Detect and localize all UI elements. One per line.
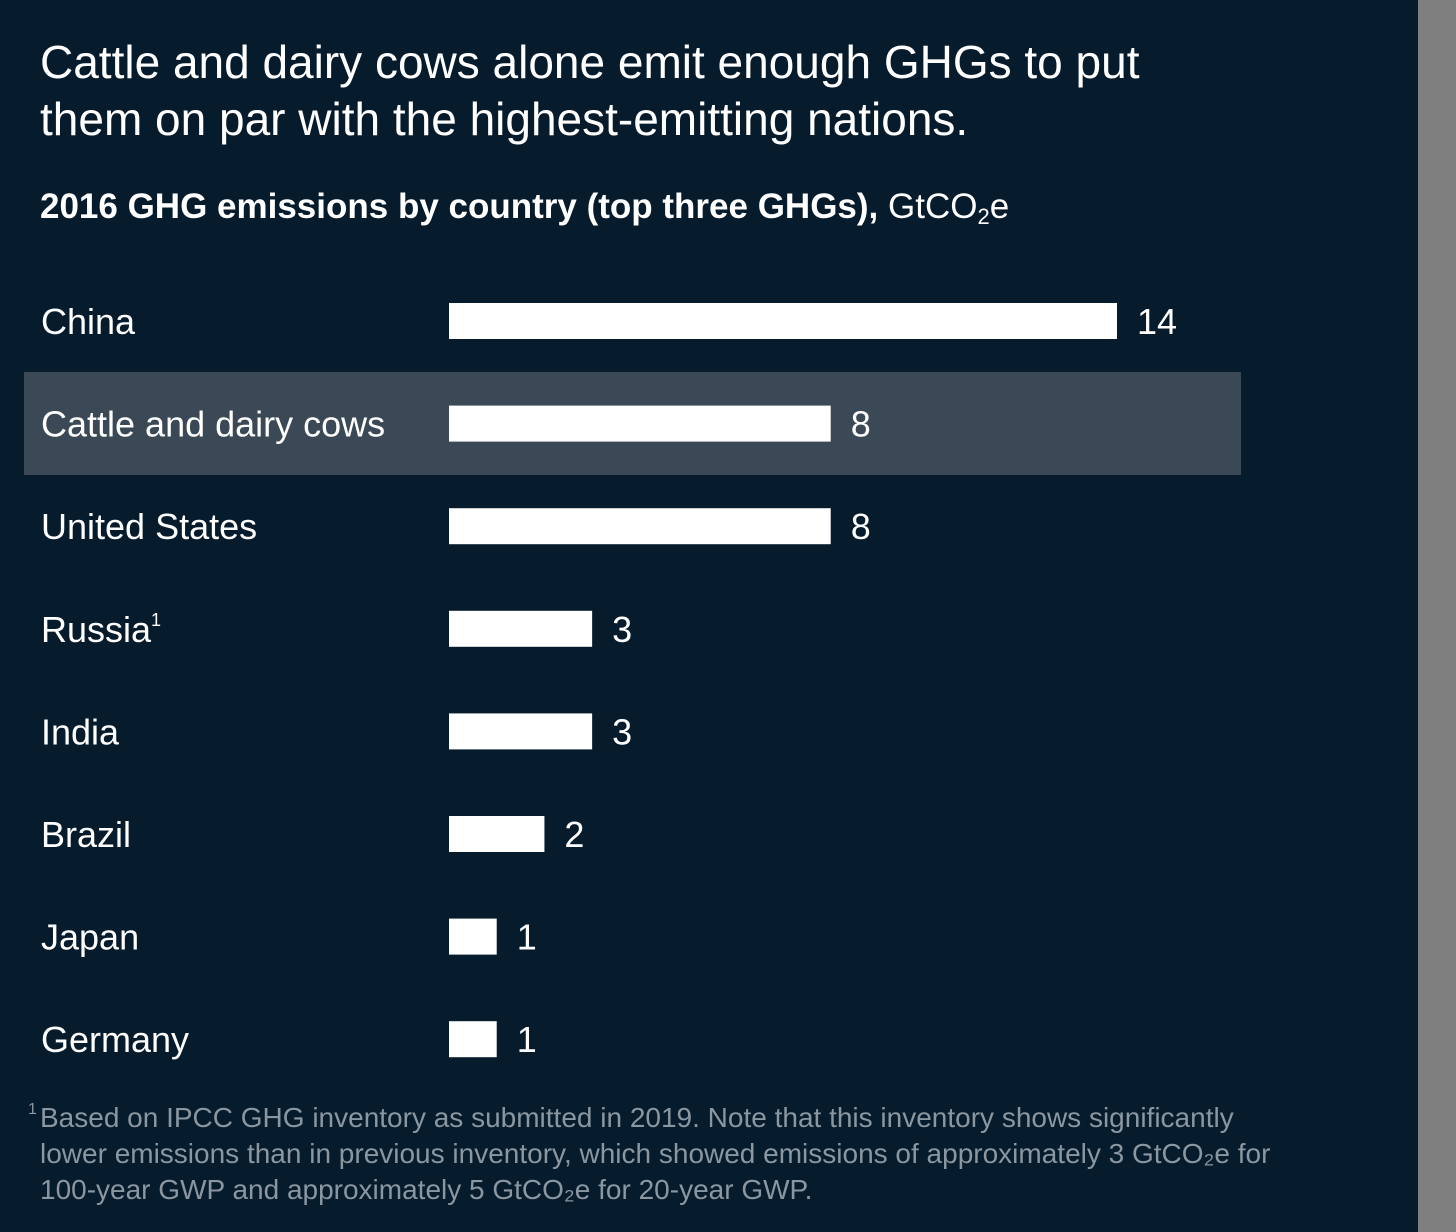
value-label: 1 [517,917,537,958]
chart-subtitle: 2016 GHG emissions by country (top three… [40,186,1009,228]
subtitle-bold: 2016 GHG emissions by country (top three… [40,187,879,226]
value-label: 3 [612,711,632,752]
bar [449,508,831,545]
category-label: United States [41,506,257,547]
value-label: 8 [851,506,871,547]
category-label: India [41,711,120,752]
category-label: China [41,301,136,342]
unit-subscript: 2 [977,204,990,229]
bar [449,713,593,750]
unit-prefix: GtCO [888,187,978,226]
bar [449,303,1117,339]
footnote-marker: 1 [151,610,161,630]
value-label: 2 [564,814,584,855]
footnote-mark: 1 [28,1101,37,1118]
value-label: 3 [612,609,632,650]
scroll-gutter [1418,0,1456,1232]
bar [449,816,545,852]
category-label: Germany [41,1019,189,1060]
bar [449,405,831,442]
category-label: Cattle and dairy cows [41,404,385,445]
footnote-text: Based on IPCC GHG inventory as submitted… [40,1102,1271,1205]
category-label: Japan [41,917,139,958]
value-label: 8 [851,404,871,445]
category-label: Russia1 [41,609,161,650]
category-label: Brazil [41,814,131,855]
bar [449,1021,497,1058]
bar [449,610,593,647]
value-label: 1 [517,1019,537,1060]
headline: Cattle and dairy cows alone emit enough … [40,36,1140,145]
subtitle-unit: GtCO2e [888,187,1010,229]
bar [449,918,497,955]
value-label: 14 [1137,301,1177,342]
unit-suffix: e [989,187,1010,226]
